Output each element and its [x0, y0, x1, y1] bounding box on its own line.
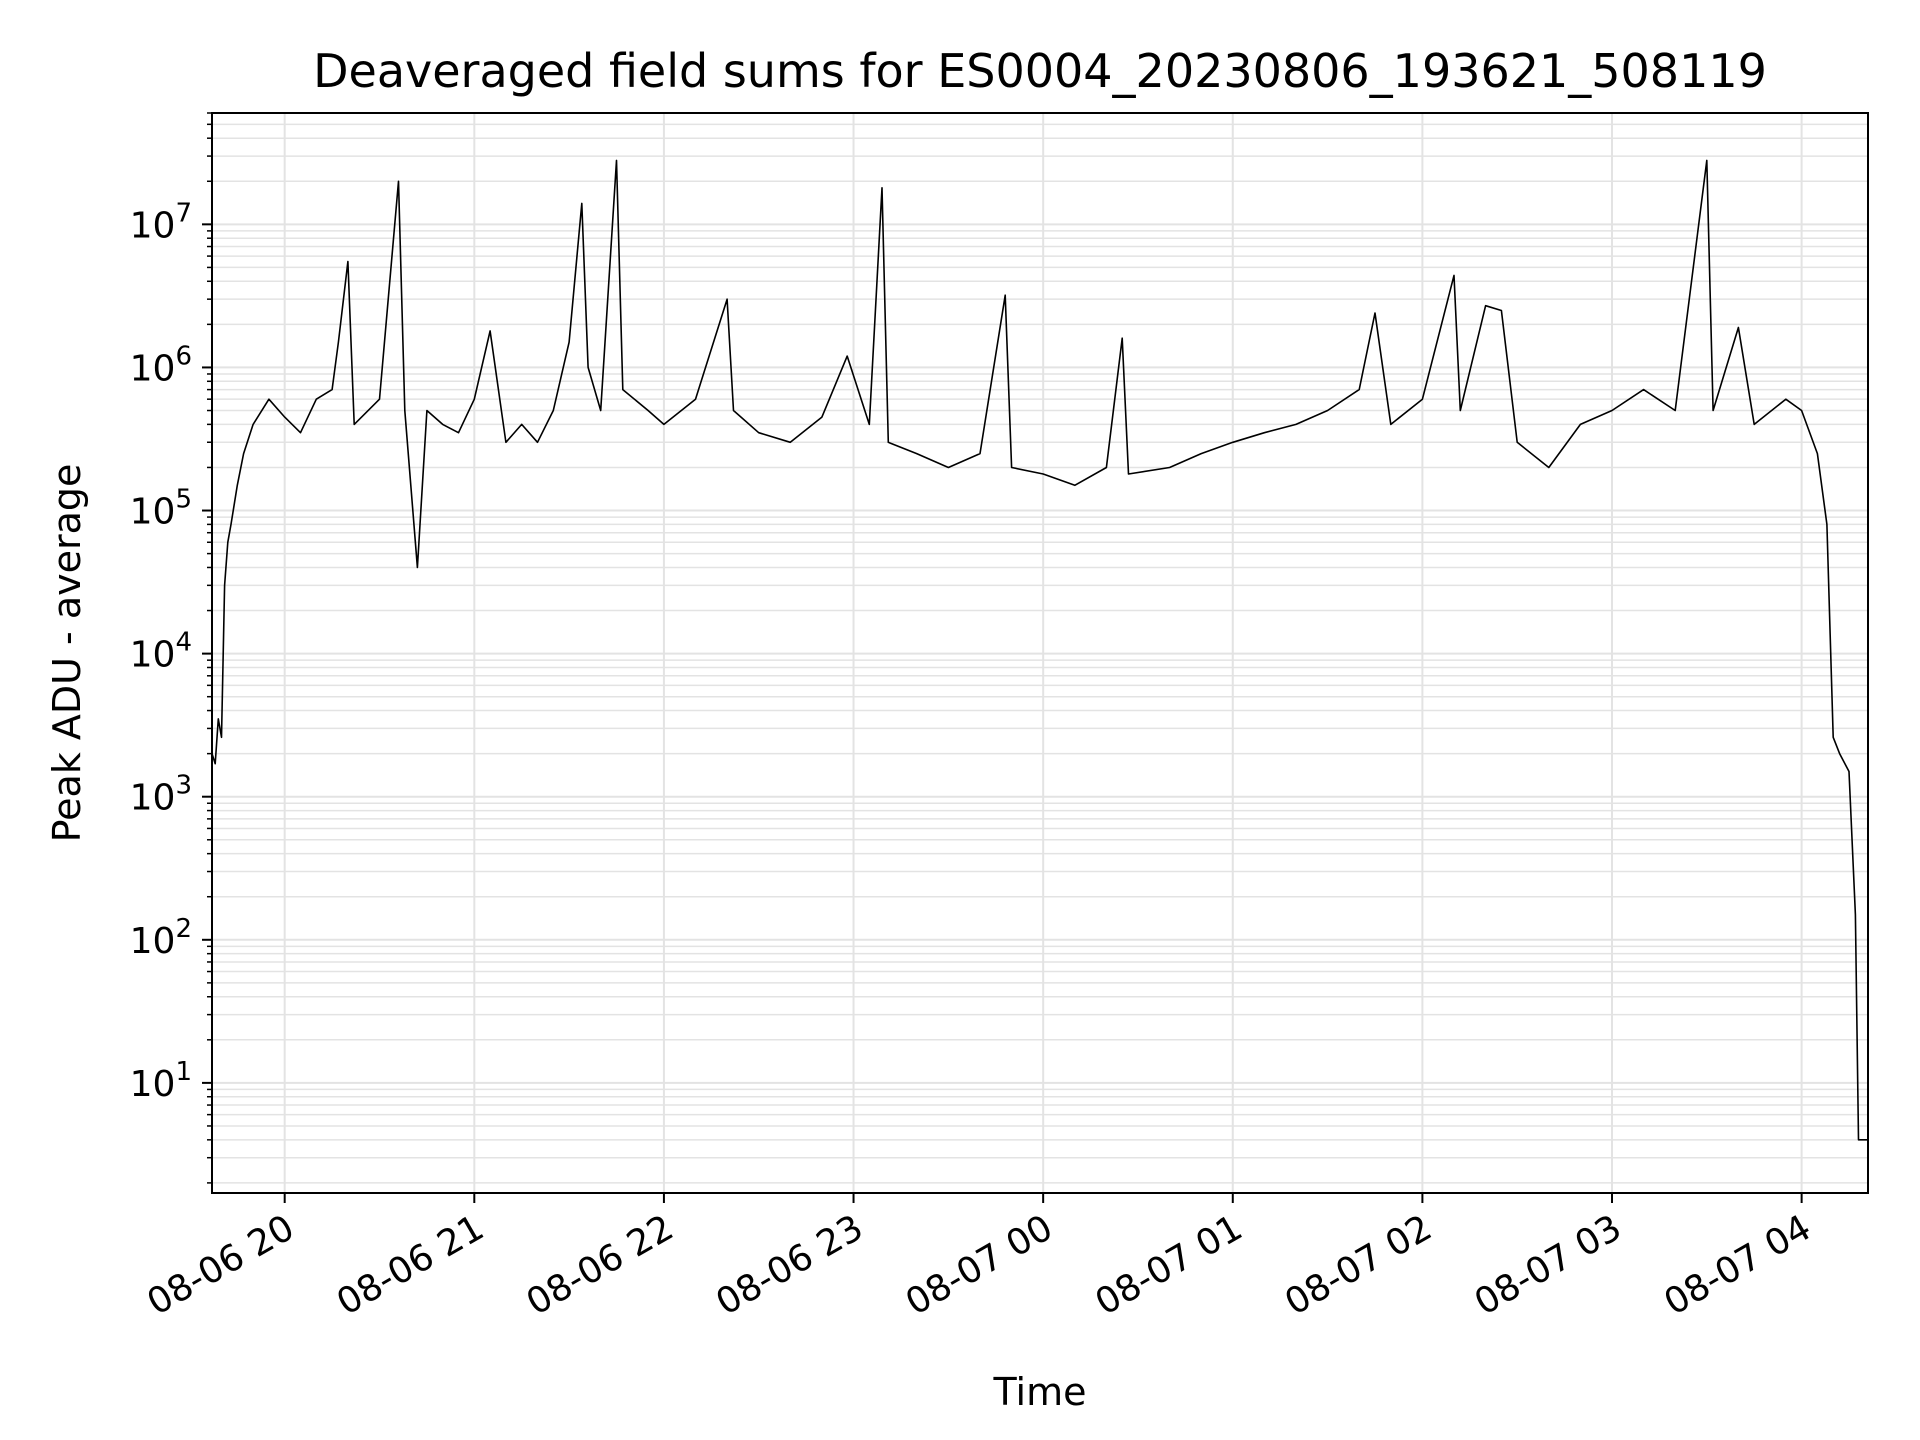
series-layer: [211, 159, 1868, 1141]
y-tick-label: 105: [130, 485, 192, 533]
y-axis: 101 102 103 104 105 106 107: [130, 112, 212, 1184]
y-tick-label: 106: [130, 341, 192, 389]
x-axis-label: Time: [993, 1370, 1087, 1414]
y-tick-label: 101: [130, 1057, 192, 1105]
y-tick-label: 104: [130, 628, 192, 676]
y-tick-label: 107: [130, 198, 192, 246]
chart-title: Deaveraged field sums for ES0004_2023080…: [313, 44, 1767, 98]
y-axis-label: Peak ADU - average: [45, 464, 89, 843]
y-tick-label: 102: [130, 914, 192, 962]
minor-gridlines: [212, 112, 1868, 1184]
major-gridlines: [212, 113, 1868, 1193]
y-tick-label: 103: [130, 771, 192, 819]
series-line: [211, 159, 1868, 1141]
